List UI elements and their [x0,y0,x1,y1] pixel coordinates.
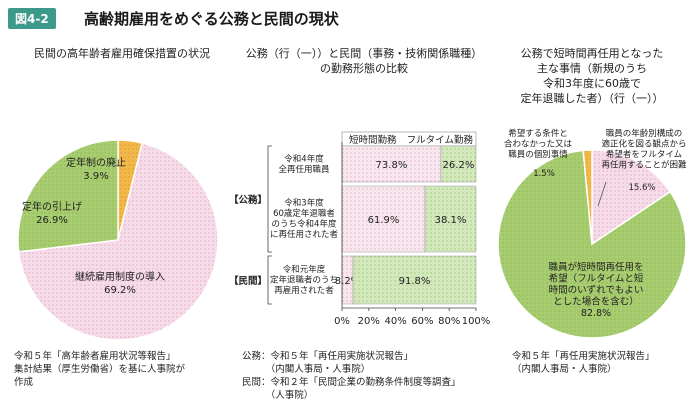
left-source-note: 令和５年「高年齢者雇用状況等報告」 集計結果（厚生労働省）を基に人事院が 作成 [14,351,186,388]
right-source-note: 令和５年「再任用実施状況報告」 （内閣人事局・人事院） [512,351,655,375]
group-bracket [267,255,272,305]
x-tick-label: 100% [462,316,491,327]
x-tick-label: 60% [411,316,433,327]
x-tick-label: 20% [358,316,380,327]
pie-slice [17,139,119,253]
middle-stacked-bar-chart: 短時間勤務 フルタイム勤務 73.8% 26.2% 令和4年度全再任用職員 61.9% 38… [229,131,491,327]
bar-value-label: 8.2% [335,276,360,287]
middle-source-note: 公務：令和５年「再任用実施状況報告」 （内閣人事局・人事院） 民間：令和２年「民… [242,351,461,401]
bar-value-label: 91.8% [399,276,431,287]
x-tick-label: 80% [438,316,460,327]
slice-value-label: 26.9% [36,215,68,226]
leader-line [597,181,607,207]
right-pie-chart: 希望する条件と合わなかった又は職員の個別事情 1.5% 職員の年齢別構成の適正化を図… [497,128,687,339]
figure-title: 高齢期雇用をめぐる公務と民間の現状 [84,10,339,28]
group-bracket [267,145,272,253]
category-label: 令和4年度全再任用職員 [278,154,330,176]
bar-segment [352,255,477,305]
slice-value-label: 69.2% [104,285,136,296]
slice-value-label: 1.5% [533,169,555,179]
bar-segment [440,145,477,183]
slice-value-label: 3.9% [83,171,108,182]
x-tick-label: 40% [384,316,406,327]
group-label-private: 【民間】 [229,275,267,287]
pie-slice [591,149,672,246]
group-label-public: 【公務】 [229,194,267,206]
legend-full-time: フルタイム勤務 [407,134,474,146]
bar-value-label: 73.8% [376,160,408,171]
left-pie-chart: 定年制の廃止 3.9% 定年の引上げ 26.9% 継続雇用制度の導入 69.2% [17,139,219,341]
slice-label: 希望する条件と合わなかった又は職員の個別事情 [504,128,573,160]
slice-label: 職員が短時間再任用を希望（フルタイムと短時間のいずれでもよいとした場合を含む） [548,261,643,308]
middle-panel-title: 公務（行（一））と民間（事務・技術関係職種） の勤務形態の比較 [245,47,483,75]
left-panel-title: 民間の高年齢者雇用確保措置の状況 [34,47,210,60]
bar-segment [341,185,426,253]
slice-label: 職員の年齢別構成の適正化を図る観点から希望者をフルタイム再任用することが困難 [601,128,687,171]
category-label: 令和元年度定年退職者のうち再雇用された者 [270,264,338,296]
bar-value-label: 38.1% [435,215,467,226]
pie-slice [17,142,219,341]
slice-label: 定年の引上げ [22,200,82,213]
slice-label: 定年制の廃止 [66,156,126,169]
bar-value-label: 26.2% [443,160,475,171]
category-label: 令和3年度 60歳定年退職者のうち令和4年度に再任用された者 [270,198,339,241]
legend-short-time: 短時間勤務 [349,134,397,146]
slice-label: 継続雇用制度の導入 [75,270,165,283]
figure-number-badge: 図4-2 [8,8,56,29]
bar-value-label: 61.9% [368,215,400,226]
bar-segment [424,185,477,253]
pie-slice [582,149,593,245]
slice-value-label: 82.8% [581,308,611,319]
right-panel-title: 公務で短時間再任用となった 主な事情（新規のうち 令和3年度に60歳で 定年退職… [520,47,664,105]
x-tick-label: 0% [334,316,350,327]
slice-value-label: 15.6% [628,183,655,193]
pie-slice [497,149,687,339]
